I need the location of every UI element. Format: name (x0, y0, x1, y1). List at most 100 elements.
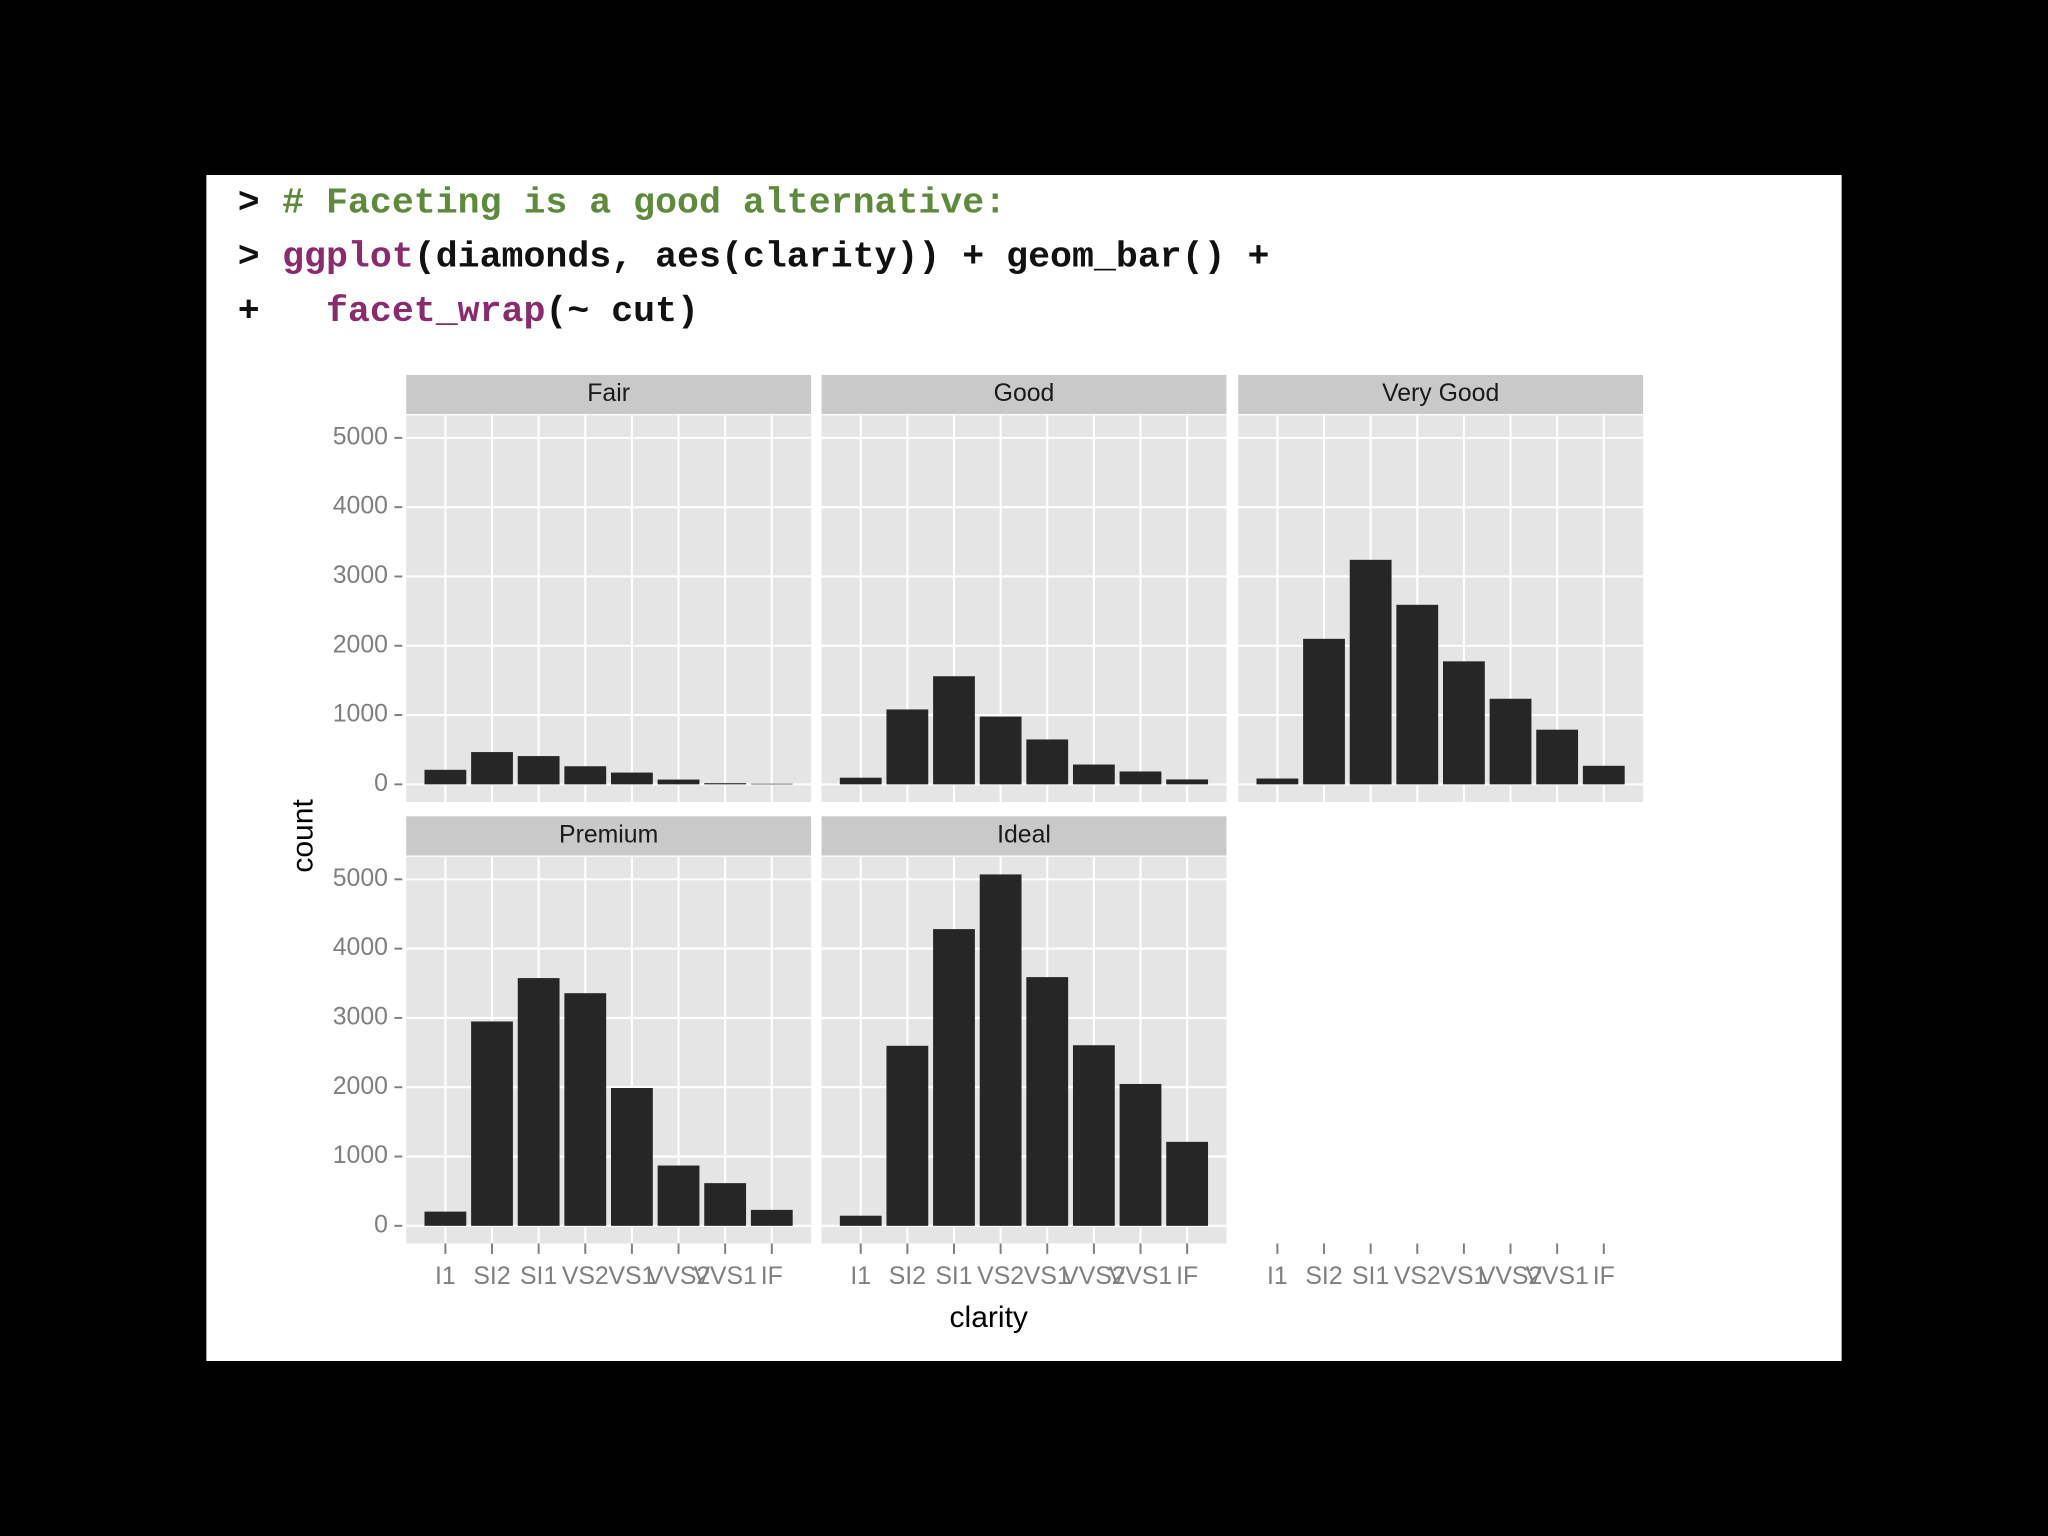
bar (1349, 559, 1392, 785)
bar (1536, 729, 1579, 785)
x-tick-label: VVS2 (1479, 1263, 1542, 1290)
x-tick-label: VS2 (562, 1263, 609, 1290)
bar (1072, 1045, 1115, 1226)
x-tick-label: SI2 (473, 1263, 510, 1290)
panel (1238, 415, 1644, 802)
x-tick-label: VS1 (1440, 1263, 1487, 1290)
code-token: (diamonds, aes(clarity)) + geom_bar() + (414, 236, 1270, 277)
bar (1396, 604, 1439, 785)
x-tick-label: I1 (1267, 1263, 1288, 1290)
y-tick-label: 5000 (333, 423, 388, 450)
x-tick-label: VVS2 (1062, 1263, 1125, 1290)
panel (406, 856, 812, 1244)
strip (821, 816, 1227, 856)
bar (471, 752, 513, 785)
bar (471, 1021, 513, 1226)
code-prompt: + (238, 291, 260, 332)
bar (424, 1211, 467, 1226)
x-tick-label: VS2 (1394, 1263, 1441, 1290)
x-tick-label: SI2 (1305, 1263, 1342, 1290)
bar (1026, 977, 1069, 1226)
x-tick-label: VVS1 (693, 1263, 756, 1290)
panel (821, 856, 1227, 1244)
strip-label: Premium (559, 821, 658, 848)
y-tick-label: 2000 (333, 1073, 388, 1100)
bar (704, 783, 747, 785)
x-tick-label: SI2 (889, 1263, 926, 1290)
bar (886, 1045, 929, 1226)
bar (1026, 739, 1069, 785)
code-prompt: > (238, 236, 260, 277)
bar (1489, 698, 1532, 785)
code-prompt: > (238, 182, 260, 223)
x-tick-label: IF (761, 1263, 783, 1290)
bar (704, 1183, 747, 1226)
x-tick-label: SI1 (1352, 1263, 1389, 1290)
bar (564, 766, 607, 785)
bar (424, 769, 467, 785)
strip-label: Very Good (1382, 380, 1499, 407)
strip (406, 374, 812, 415)
strip (821, 374, 1227, 415)
bar (657, 779, 700, 785)
code-token: ggplot (282, 236, 414, 277)
code-token: (~ cut) (545, 291, 699, 332)
bar (750, 1209, 793, 1226)
x-tick-label: I1 (850, 1263, 871, 1290)
x-tick-label: VS1 (1024, 1263, 1071, 1290)
bar (611, 772, 653, 785)
x-tick-label: VVS1 (1525, 1263, 1588, 1290)
x-tick-label: VS1 (608, 1263, 655, 1290)
x-tick-label: SI1 (520, 1263, 557, 1290)
x-tick-label: IF (1593, 1263, 1615, 1290)
bar (1582, 765, 1625, 785)
bar (979, 716, 1022, 785)
y-tick-label: 2000 (333, 631, 388, 658)
y-tick-label: 3000 (333, 1003, 388, 1030)
y-tick-label: 1000 (333, 701, 388, 728)
y-tick-label: 5000 (333, 865, 388, 892)
y-tick-label: 3000 (333, 562, 388, 589)
x-tick-label: VVS1 (1109, 1263, 1172, 1290)
strip (406, 816, 812, 856)
bar (933, 676, 975, 785)
panel (406, 415, 812, 802)
code-token: # Faceting is a good alternative: (282, 182, 1006, 223)
x-tick-label: SI1 (935, 1263, 972, 1290)
bar (1119, 1083, 1162, 1226)
x-tick-label: VVS2 (647, 1263, 710, 1290)
strip (1238, 374, 1644, 415)
bar (1072, 764, 1115, 785)
strip-label: Fair (587, 380, 630, 407)
bar (979, 874, 1022, 1226)
y-tick-label: 1000 (333, 1142, 388, 1169)
bar (1166, 1141, 1209, 1226)
bar (1166, 779, 1209, 785)
x-tick-label: IF (1176, 1263, 1198, 1290)
bar (611, 1087, 653, 1226)
code-token: facet_wrap (282, 291, 545, 332)
x-tick-label: VS2 (977, 1263, 1024, 1290)
bar (1256, 778, 1299, 785)
bar (517, 756, 560, 785)
y-tick-label: 0 (374, 1211, 388, 1238)
y-tick-label: 0 (374, 770, 388, 797)
bar (886, 709, 929, 785)
y-axis-title: count (286, 799, 319, 873)
code-line: > # Faceting is a good alternative: (238, 182, 1006, 223)
bar (839, 777, 882, 785)
y-tick-label: 4000 (333, 493, 388, 520)
bar (1119, 771, 1162, 785)
bar (1303, 638, 1345, 785)
y-tick-label: 4000 (333, 934, 388, 961)
bar (657, 1165, 700, 1226)
bar (933, 929, 975, 1226)
code-line: > ggplot(diamonds, aes(clarity)) + geom_b… (238, 236, 1270, 277)
strip-label: Good (994, 380, 1055, 407)
x-axis-title: clarity (950, 1301, 1028, 1334)
strip-label: Ideal (997, 821, 1051, 848)
bar (750, 783, 793, 785)
x-tick-label: I1 (435, 1263, 456, 1290)
